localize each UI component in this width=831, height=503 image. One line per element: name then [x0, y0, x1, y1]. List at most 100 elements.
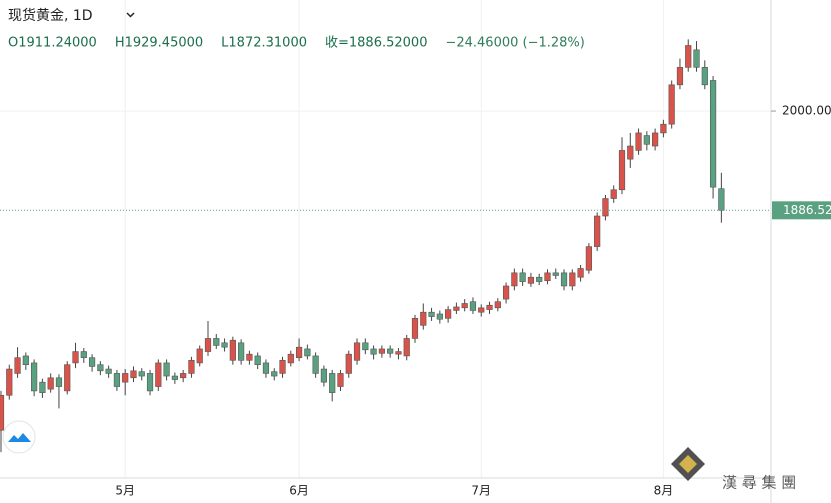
candle-body: [238, 342, 245, 361]
candle-body: [88, 357, 96, 367]
candle-body: [428, 311, 435, 317]
candle-body: [395, 351, 402, 355]
candle-body: [527, 276, 535, 284]
candle-body: [610, 189, 617, 199]
candle-body: [97, 364, 104, 372]
candle-body: [420, 311, 427, 326]
ohlc-value: O1911.24000: [8, 36, 97, 51]
chart-title: 现货黄金, 1D: [8, 7, 93, 24]
candle-body: [536, 276, 543, 282]
candle-body: [329, 373, 336, 393]
candle-body: [486, 304, 493, 310]
candle-body: [287, 353, 294, 364]
candle-body: [122, 373, 129, 383]
candle-body: [453, 306, 460, 311]
candle-body: [585, 246, 592, 271]
candle-body: [295, 346, 303, 358]
grid: [0, 0, 771, 478]
watermark-text: 漢 尋 集 團: [722, 474, 796, 492]
candle-body: [387, 348, 394, 354]
candle-body: [685, 45, 692, 68]
candle-body: [403, 338, 410, 357]
candle-body: [594, 215, 601, 247]
candle-body: [64, 364, 71, 392]
candles: [0, 39, 725, 453]
x-tick-label: 6月: [289, 484, 309, 498]
candle-body: [552, 272, 559, 276]
candle-body: [436, 313, 443, 320]
candle-body: [188, 360, 195, 374]
candle-body: [138, 371, 145, 377]
candle-body: [337, 373, 344, 387]
logo: [2, 420, 36, 454]
candle-body: [353, 342, 361, 361]
last-price-box: [772, 201, 831, 220]
candle-body: [494, 301, 501, 309]
candle-body: [279, 360, 286, 374]
candle-body: [469, 301, 477, 311]
candle-body: [362, 342, 369, 351]
last-price-label: 1886.52: [783, 203, 831, 217]
candle-body: [544, 272, 551, 282]
candle-body: [262, 362, 270, 374]
candle-body: [229, 339, 236, 361]
candle-body: [22, 355, 29, 365]
candle-body: [569, 272, 576, 287]
ohlc-value: 收=1886.52000: [325, 36, 427, 51]
interval-chevron[interactable]: [126, 12, 135, 18]
candle-body: [171, 375, 178, 380]
candle-body: [246, 353, 253, 361]
candle-body: [560, 272, 568, 287]
candle-body: [709, 80, 717, 188]
candle-body: [635, 132, 642, 151]
candle-body: [204, 338, 212, 352]
candle-body: [0, 394, 5, 431]
candle-body: [72, 351, 79, 364]
candle-body: [345, 353, 352, 374]
watermark: 漢 尋 集 團: [671, 447, 796, 492]
candle-body: [130, 370, 137, 379]
candle-body: [14, 357, 21, 374]
x-tick-label: 7月: [471, 484, 491, 498]
candle-body: [676, 67, 684, 86]
candle-body: [155, 362, 162, 387]
candle-body: [478, 307, 485, 313]
candle-body: [80, 351, 87, 358]
candle-body: [519, 272, 526, 282]
x-tick-label: 5月: [115, 484, 135, 498]
candle-body: [461, 303, 468, 309]
candle-body: [254, 355, 261, 365]
candle-body: [163, 362, 170, 377]
candle-body: [105, 368, 112, 374]
candle-body: [602, 198, 609, 217]
y-tick-label: 2000.00: [782, 104, 831, 118]
candle-body: [213, 338, 220, 346]
candle-body: [445, 309, 452, 319]
candle-body: [196, 348, 203, 364]
candle-body: [660, 123, 667, 134]
candle-body: [312, 355, 319, 374]
candle-body: [55, 377, 63, 387]
ohlc-value: L1872.31000: [221, 36, 307, 51]
candle-body: [718, 188, 725, 211]
ohlc-value: −24.46000 (−1.28%): [445, 36, 584, 51]
candle-body: [577, 268, 584, 278]
candle-body: [221, 342, 228, 348]
candle-body: [502, 285, 510, 300]
candle-body: [320, 368, 328, 383]
candle-body: [180, 373, 187, 379]
candle-body: [701, 67, 708, 86]
candle-body: [378, 348, 385, 354]
candle-body: [693, 49, 700, 68]
candle-body: [304, 348, 311, 357]
candle-body: [31, 362, 38, 392]
candle-body: [627, 145, 634, 160]
x-tick-label: 8月: [654, 484, 674, 498]
ohlc-line: O1911.24000 H1929.45000 L1872.31000 收=1886.…: [8, 36, 585, 51]
candle-body: [39, 381, 46, 393]
candle-body: [668, 84, 675, 125]
candle-body: [6, 368, 13, 396]
candle-body: [618, 150, 626, 191]
